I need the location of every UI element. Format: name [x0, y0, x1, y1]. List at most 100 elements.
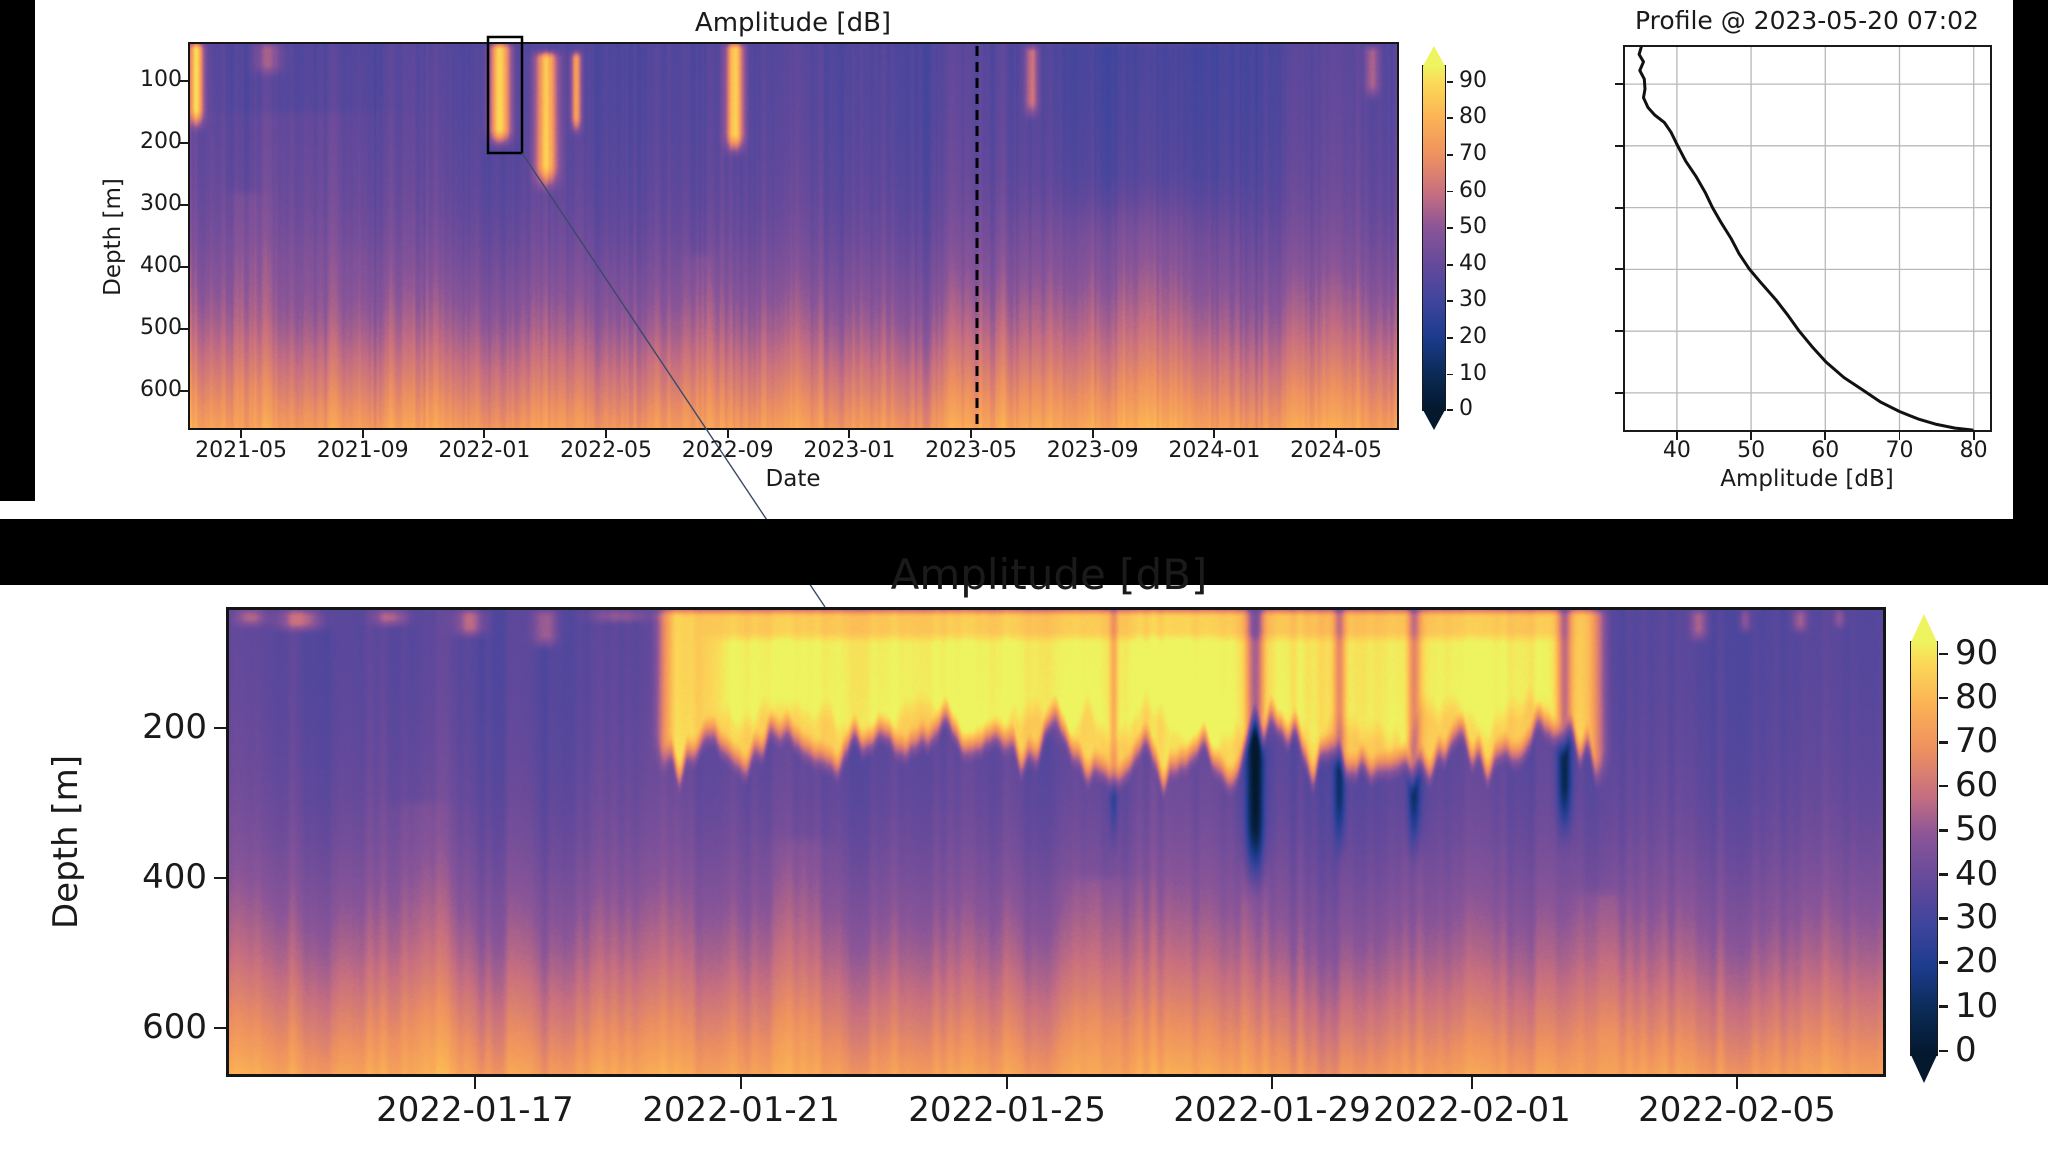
y-tick-mark — [180, 266, 188, 268]
top-date-axis-label: Date — [765, 466, 821, 492]
zoom-x-tick-label: 2022-01-17 — [376, 1090, 574, 1130]
profile-x-axis-label: Amplitude [dB] — [1720, 466, 1894, 492]
zoom-colorbar-tick-mark — [1939, 829, 1948, 832]
profile-plot — [1625, 47, 1990, 430]
colorbar-tick-mark — [1447, 154, 1453, 156]
x-tick-label: 2024-05 — [1290, 438, 1382, 463]
profile-title: Profile @ 2023-05-20 07:02 — [1635, 6, 1979, 35]
profile-y-tick-mark — [1615, 206, 1623, 209]
colorbar-tick-mark — [1447, 373, 1453, 376]
profile-x-tick-label: 40 — [1662, 438, 1691, 463]
echogram-overview-heatmap — [188, 42, 1399, 430]
zoom-x-tick-mark — [1735, 1077, 1739, 1089]
zoom-x-tick-mark — [1470, 1077, 1474, 1089]
colorbar-tick-mark — [1447, 336, 1453, 339]
zoom-x-tick-label: 2022-02-01 — [1373, 1090, 1571, 1130]
y-tick-label: 600 — [140, 376, 182, 402]
zoom-colorbar-over-arrow — [1911, 614, 1937, 642]
zoom-y-tick-mark — [214, 726, 226, 730]
profile-axes — [1623, 45, 1992, 432]
y-tick-label: 100 — [140, 67, 182, 93]
x-tick-label: 2023-01 — [803, 438, 896, 463]
colorbar-tick-mark — [1447, 190, 1453, 193]
colorbar-tick-label: 60 — [1459, 177, 1487, 203]
zoom-depth-axis-label: Depth [m] — [46, 754, 86, 930]
colorbar-tick-mark — [1447, 227, 1453, 229]
y-tick-mark — [180, 389, 188, 392]
profile-x-tick-mark — [1972, 432, 1975, 440]
figure-divider-band — [0, 519, 2048, 585]
zoom-colorbar-tick-label: 30 — [1955, 897, 1999, 938]
zoom-colorbar-tick-label: 10 — [1955, 985, 1999, 1026]
profile-x-tick-label: 70 — [1885, 438, 1914, 463]
colorbar-under-arrow — [1423, 410, 1445, 430]
zoom-x-tick-label: 2022-01-29 — [1173, 1090, 1371, 1130]
zoom-colorbar-tick-label: 60 — [1955, 765, 1999, 806]
zoom-colorbar-tick-label: 50 — [1955, 809, 1999, 850]
colorbar-tick-label: 50 — [1459, 214, 1487, 240]
colorbar — [1422, 65, 1446, 411]
x-tick-mark — [848, 430, 851, 438]
zoom-colorbar-tick-mark — [1939, 1049, 1948, 1053]
x-tick-mark — [361, 430, 364, 438]
profile-x-tick-label: 50 — [1737, 438, 1766, 463]
x-tick-label: 2022-09 — [681, 438, 774, 463]
y-tick-mark — [180, 204, 188, 206]
x-tick-label: 2023-09 — [1046, 438, 1139, 463]
zoom-colorbar — [1910, 641, 1938, 1056]
x-tick-label: 2021-05 — [195, 438, 288, 463]
zoom-x-tick-label: 2022-02-05 — [1638, 1090, 1836, 1130]
y-tick-mark — [180, 327, 188, 330]
echogram-zoom-heatmap — [226, 607, 1886, 1077]
colorbar-tick-mark — [1447, 80, 1453, 83]
zoom-colorbar-tick-label: 80 — [1955, 677, 1999, 718]
zoom-colorbar-tick-mark — [1939, 784, 1948, 788]
colorbar-tick-label: 10 — [1459, 360, 1487, 386]
zoom-colorbar-tick-mark — [1939, 916, 1948, 920]
colorbar-tick-label: 70 — [1459, 141, 1487, 167]
zoom-x-tick-label: 2022-01-25 — [908, 1090, 1106, 1130]
colorbar-tick-mark — [1447, 263, 1453, 266]
x-tick-label: 2021-09 — [316, 438, 409, 463]
x-tick-mark — [1091, 430, 1094, 438]
y-tick-label: 400 — [140, 252, 182, 278]
colorbar-tick-label: 90 — [1459, 67, 1487, 93]
zoom-x-tick-mark — [473, 1077, 477, 1089]
zoom-colorbar-tick-label: 70 — [1955, 721, 1999, 762]
colorbar-tick-label: 30 — [1459, 287, 1487, 313]
profile-y-tick-mark — [1615, 330, 1623, 333]
zoom-x-tick-mark — [1270, 1077, 1274, 1089]
x-tick-mark — [240, 430, 242, 438]
zoom-colorbar-tick-mark — [1939, 696, 1948, 700]
x-tick-mark — [605, 430, 607, 438]
figure-border-right — [2013, 0, 2048, 585]
colorbar-tick-label: 40 — [1459, 250, 1487, 276]
colorbar-over-arrow — [1423, 46, 1445, 66]
profile-y-tick-mark — [1615, 268, 1623, 271]
amplitude-profile-curve — [1637, 47, 1974, 430]
zoom-y-tick-label: 200 — [142, 706, 207, 747]
profile-x-tick-mark — [1750, 432, 1752, 440]
y-tick-mark — [180, 80, 188, 83]
zoom-colorbar-tick-mark — [1939, 961, 1948, 964]
zoom-colorbar-tick-label: 40 — [1955, 853, 1999, 894]
y-tick-label: 500 — [140, 314, 182, 340]
profile-x-tick-label: 60 — [1811, 438, 1840, 463]
profile-x-tick-mark — [1676, 432, 1678, 440]
zoom-colorbar-under-arrow — [1911, 1055, 1937, 1083]
zoom-y-tick-mark — [214, 876, 226, 880]
zoom-colorbar-tick-mark — [1939, 873, 1948, 876]
zoom-colorbar-tick-label: 0 — [1955, 1029, 1977, 1070]
colorbar-tick-mark — [1447, 409, 1453, 411]
zoom-y-tick-mark — [214, 1026, 226, 1030]
x-tick-mark — [1335, 430, 1337, 438]
x-tick-label: 2024-01 — [1168, 438, 1261, 463]
x-tick-label: 2023-05 — [925, 438, 1018, 463]
x-tick-mark — [1213, 430, 1216, 438]
top-heatmap-title: Amplitude [dB] — [694, 8, 892, 38]
zoom-colorbar-tick-mark — [1939, 652, 1948, 656]
zoom-colorbar-tick-label: 90 — [1955, 632, 1999, 673]
x-tick-mark — [726, 430, 729, 438]
colorbar-tick-label: 80 — [1459, 104, 1487, 130]
